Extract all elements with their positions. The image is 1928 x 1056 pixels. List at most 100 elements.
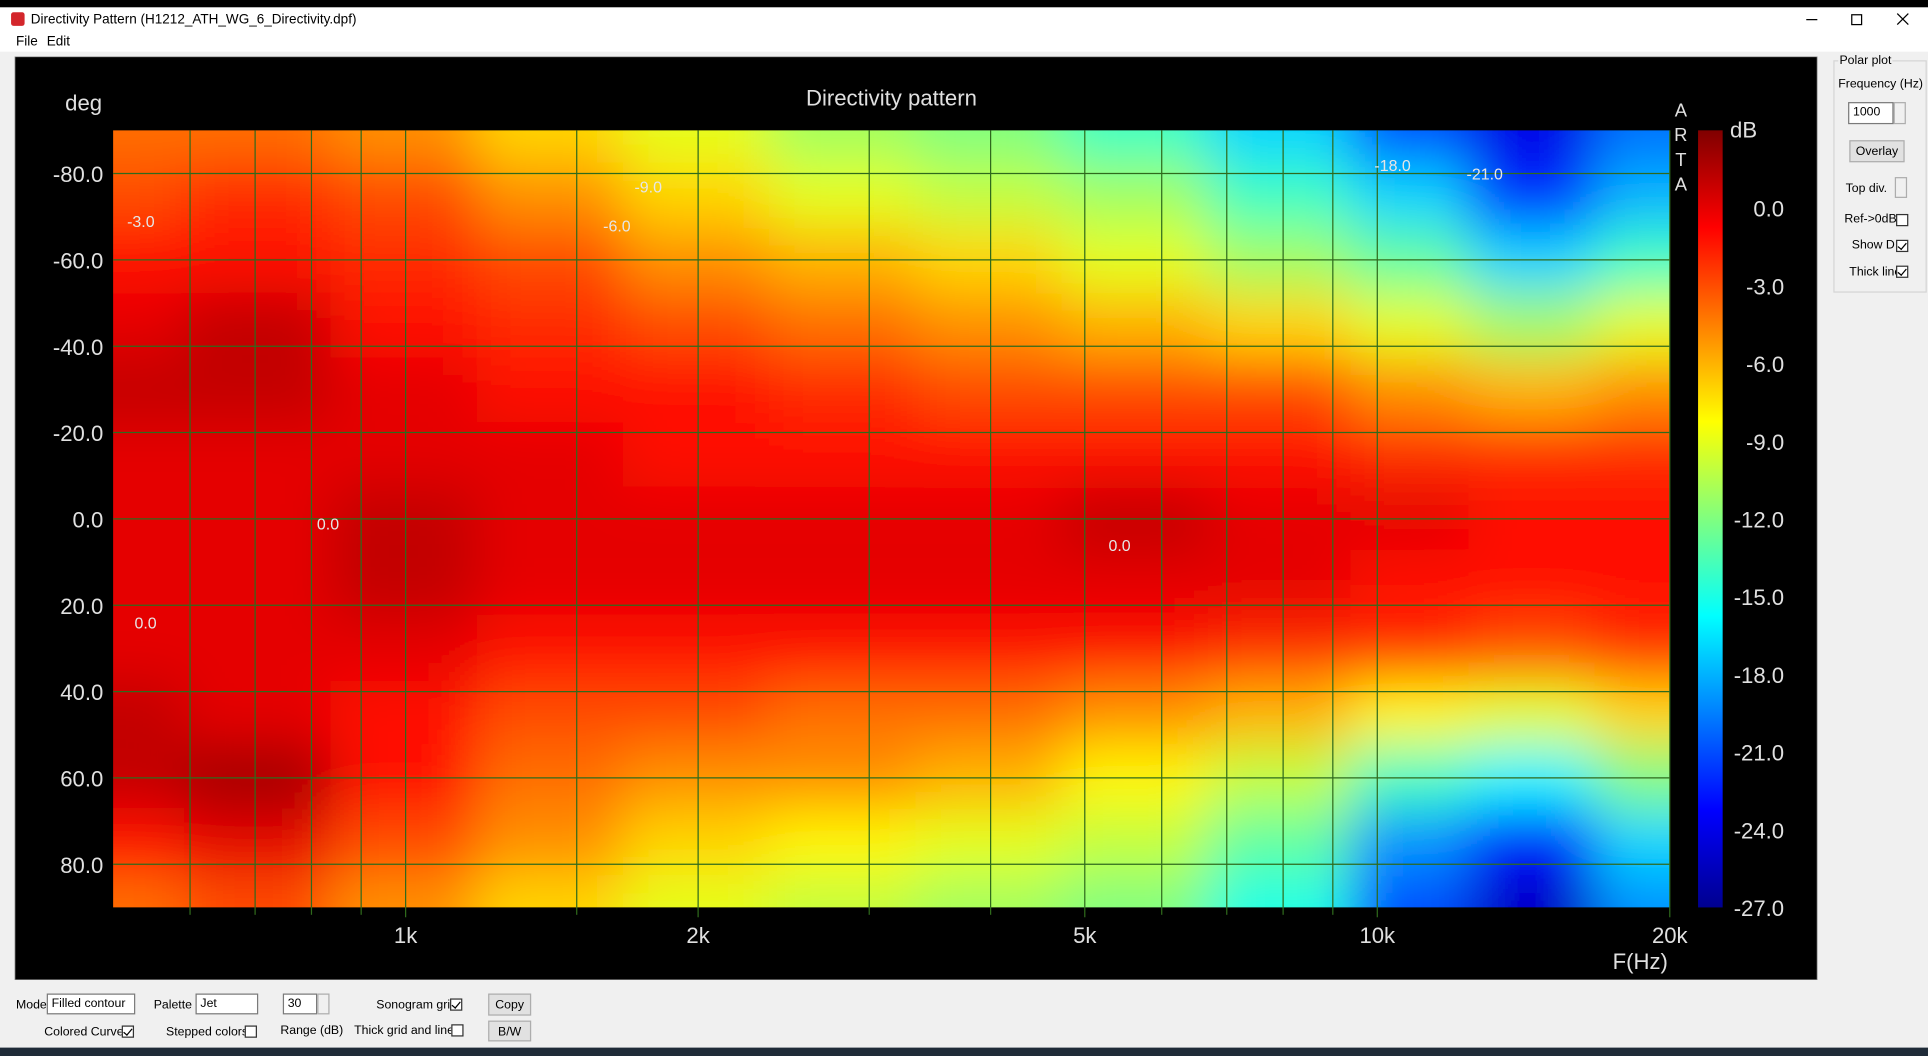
checkbox[interactable] bbox=[1896, 239, 1909, 253]
checkbox[interactable] bbox=[1896, 265, 1909, 278]
heatmap-cell bbox=[184, 616, 331, 682]
colorbar-tick-label: -6.0 bbox=[1746, 352, 1784, 377]
chart-title: Directivity pattern bbox=[806, 86, 977, 111]
heatmap-cell bbox=[915, 680, 1063, 747]
x-tick-label: 5k bbox=[1073, 923, 1097, 948]
contour-label: 0.0 bbox=[317, 516, 339, 533]
colorbar-tick-label: -27.0 bbox=[1734, 896, 1784, 921]
heatmap-cell bbox=[1061, 292, 1209, 358]
heatmap-cell bbox=[1061, 162, 1209, 229]
heatmap-cell bbox=[769, 421, 916, 488]
heatmap-cell bbox=[330, 130, 478, 164]
heatmap-cell bbox=[476, 162, 624, 229]
x-tick-label: 2k bbox=[686, 923, 710, 948]
checkbox[interactable] bbox=[244, 1025, 257, 1038]
spinner[interactable] bbox=[1893, 102, 1906, 125]
close[interactable] bbox=[1896, 13, 1909, 26]
heatmap-cell bbox=[330, 616, 478, 682]
heatmap-cell bbox=[622, 616, 770, 682]
heatmap-cell bbox=[1594, 356, 1670, 423]
checkbox[interactable] bbox=[1896, 213, 1909, 227]
heatmap-cell bbox=[1207, 292, 1351, 358]
menu-item[interactable]: File bbox=[15, 34, 38, 50]
heatmap-cell bbox=[915, 616, 1063, 682]
heatmap-cell bbox=[1061, 130, 1209, 164]
checkbox-label: Thick line bbox=[1849, 265, 1902, 280]
checkbox[interactable] bbox=[451, 1024, 464, 1037]
heatmap-cell bbox=[769, 680, 916, 747]
heatmap-cell bbox=[1594, 616, 1670, 682]
checkbox[interactable] bbox=[450, 998, 463, 1011]
heatmap-cell bbox=[1468, 680, 1596, 747]
colorbar-tick-label: -9.0 bbox=[1746, 430, 1784, 455]
colorbar-tick-label: 0.0 bbox=[1753, 197, 1784, 222]
heatmap-cell bbox=[113, 616, 185, 682]
heatmap-cell bbox=[330, 875, 478, 908]
copy-button[interactable]: Copy bbox=[488, 993, 532, 1016]
heatmap-cell bbox=[1350, 810, 1470, 876]
x-tick-label: 10k bbox=[1359, 923, 1396, 948]
heatmap-cell bbox=[1207, 680, 1351, 747]
heatmap-cell bbox=[184, 680, 331, 747]
group-title: Polar plot bbox=[1838, 54, 1893, 68]
heatmap-cell bbox=[1350, 875, 1470, 908]
heatmap-cell bbox=[184, 551, 331, 617]
heatmap-cell bbox=[113, 356, 185, 423]
colorbar-tick-label: -21.0 bbox=[1734, 741, 1784, 766]
heatmap-cell bbox=[330, 421, 478, 488]
x-axis-label: F(Hz) bbox=[1613, 949, 1668, 974]
overlay-button[interactable]: Overlay bbox=[1849, 140, 1905, 163]
mode-select[interactable]: Filled contour bbox=[46, 993, 136, 1015]
spinner[interactable] bbox=[317, 993, 330, 1015]
colorbar-tick-label: -12.0 bbox=[1734, 507, 1784, 532]
window-buttons[interactable] bbox=[1795, 7, 1928, 32]
frequency-input[interactable]: 1000 bbox=[1848, 102, 1894, 125]
window-title: Directivity Pattern (H1212_ATH_WG_6_Dire… bbox=[30, 12, 357, 28]
heatmap-cell bbox=[769, 810, 916, 876]
taskbar bbox=[0, 1047, 1928, 1056]
restore[interactable] bbox=[1851, 14, 1863, 26]
heatmap-cell bbox=[1207, 551, 1351, 617]
spinner[interactable] bbox=[1894, 177, 1908, 198]
heatmap-cell bbox=[769, 162, 916, 229]
contour-label: -3.0 bbox=[127, 214, 155, 231]
colorbar-tick-label: -3.0 bbox=[1746, 274, 1784, 299]
heatmap-cell bbox=[1468, 810, 1596, 876]
heatmap-cell bbox=[622, 680, 770, 747]
contour-label: -6.0 bbox=[603, 218, 631, 235]
heatmap-cell bbox=[113, 130, 185, 164]
heatmap-cell bbox=[1207, 616, 1351, 682]
menu-item[interactable]: Edit bbox=[46, 34, 71, 50]
contour-label: -9.0 bbox=[634, 180, 662, 197]
contour-label: 0.0 bbox=[134, 616, 156, 633]
heatmap-cell bbox=[1207, 875, 1351, 908]
heatmap-cell bbox=[1061, 810, 1209, 876]
heatmap-cell bbox=[915, 130, 1063, 164]
y-tick-label: 60.0 bbox=[60, 767, 103, 792]
heatmap-cell bbox=[330, 680, 478, 747]
heatmap-cell bbox=[184, 421, 331, 488]
palette-select[interactable]: Jet bbox=[195, 993, 259, 1015]
polar-group bbox=[1833, 60, 1927, 293]
checkbox-label: Sonogram grid bbox=[376, 998, 457, 1012]
heatmap-cell bbox=[476, 616, 624, 682]
range-input[interactable]: 30 bbox=[282, 993, 318, 1015]
x-tick-label: 1k bbox=[394, 923, 418, 948]
label: Top div. bbox=[1845, 181, 1888, 196]
bw-button[interactable]: B/W bbox=[488, 1020, 532, 1042]
heatmap-cell bbox=[915, 551, 1063, 617]
colorbar-tick-label: -24.0 bbox=[1734, 818, 1784, 843]
heatmap-cell bbox=[622, 551, 770, 617]
heatmap-cell bbox=[1061, 680, 1209, 747]
checkbox[interactable] bbox=[121, 1025, 135, 1038]
checkbox-label: Thick grid and lines bbox=[354, 1024, 461, 1038]
heatmap-cell bbox=[1207, 130, 1351, 164]
heatmap-cell bbox=[769, 356, 916, 423]
colorbar-tick-label: -18.0 bbox=[1734, 663, 1784, 688]
checkbox-label: Colored Curves bbox=[44, 1025, 130, 1040]
heatmap-cell bbox=[1350, 292, 1470, 358]
y-tick-label: 40.0 bbox=[60, 680, 103, 705]
heatmap-cell bbox=[622, 356, 770, 423]
